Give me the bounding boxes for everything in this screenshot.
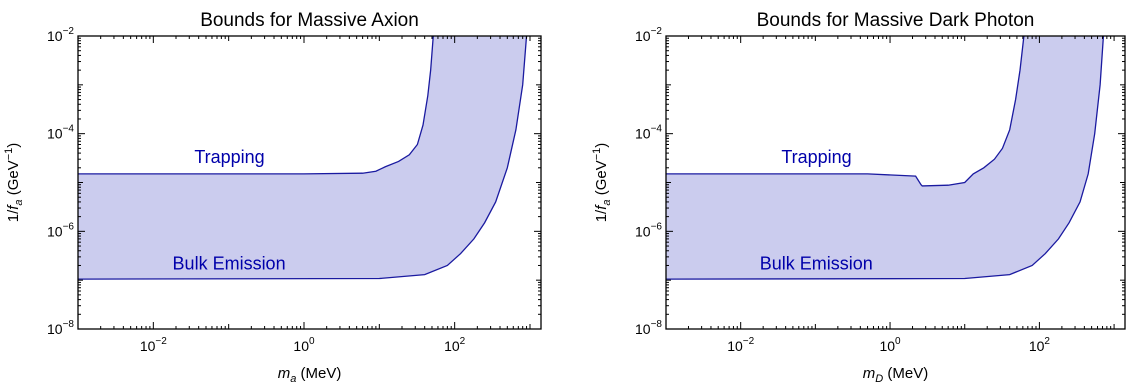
bulk-emission-boundary-line	[78, 36, 528, 280]
x-axis-label: ma (MeV)	[278, 365, 342, 385]
y-tick-label: 10−4	[47, 124, 74, 142]
x-tick-label: 102	[1029, 336, 1051, 354]
x-tick-label: 100	[293, 336, 315, 354]
y-tick-label: 10−2	[635, 26, 662, 44]
bulk-emission-boundary-line	[666, 36, 1105, 280]
region-annotation: Trapping	[781, 147, 851, 167]
region-annotation: Bulk Emission	[173, 254, 286, 274]
y-tick-label: 10−8	[47, 319, 74, 337]
y-axis-label: 1/fa (GeV−1)	[3, 143, 25, 223]
y-tick-label: 10−2	[47, 26, 74, 44]
chart-title: Bounds for Massive Dark Photon	[757, 10, 1035, 31]
region-annotation: Trapping	[194, 147, 264, 167]
y-tick-label: 10−4	[635, 124, 662, 142]
y-tick-label: 10−8	[635, 319, 662, 337]
x-tick-label: 10−2	[727, 336, 754, 354]
chart-panel-2: 10−2 100 102 10−8 10−6 10−4 10−2 Bounds for Mas…	[591, 10, 1126, 385]
chart-panel-1: 10−2 100 102 10−8 10−6 10−4 10−2 Bounds for Mas…	[3, 10, 542, 385]
trapping-boundary-line	[78, 36, 434, 175]
chart-title: Bounds for Massive Axion	[200, 10, 419, 31]
y-tick-label: 10−6	[635, 221, 662, 239]
y-tick-label: 10−6	[47, 221, 74, 239]
x-tick-label: 102	[444, 336, 466, 354]
excluded-region	[78, 36, 527, 280]
trapping-boundary-line	[666, 36, 1025, 187]
y-axis-label: 1/fa (GeV−1)	[591, 143, 613, 223]
excluded-region	[666, 36, 1104, 280]
x-tick-label: 10−2	[140, 336, 167, 354]
x-tick-label: 100	[879, 336, 901, 354]
x-axis-label: mD (MeV)	[863, 365, 928, 385]
region-annotation: Bulk Emission	[760, 254, 873, 274]
